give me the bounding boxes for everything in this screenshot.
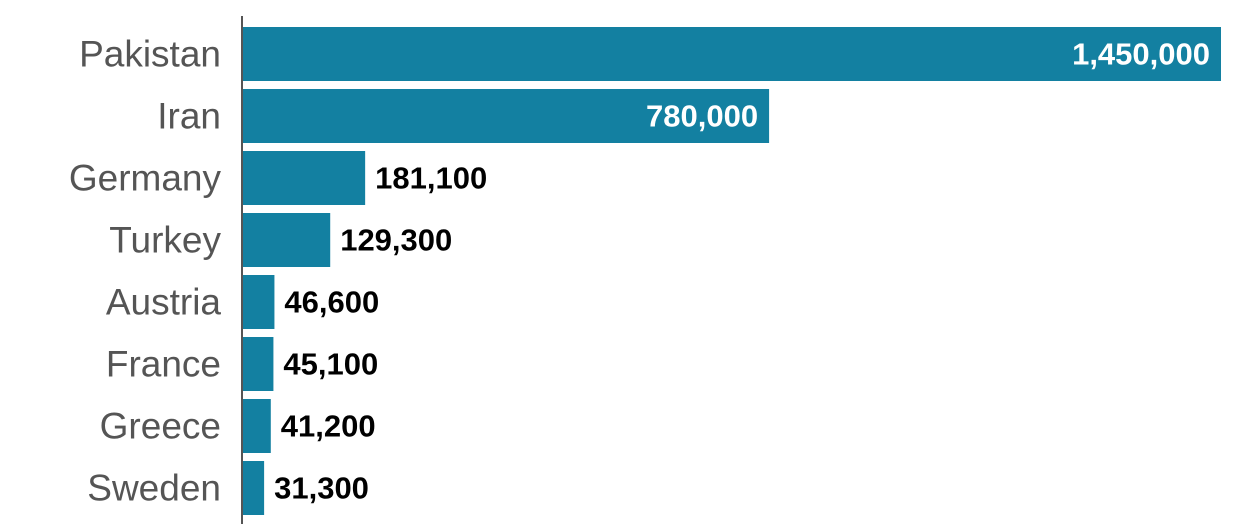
category-label-iran: Iran <box>157 96 221 137</box>
bar-france <box>243 337 274 391</box>
bars-group <box>243 27 1221 515</box>
category-label-turkey: Turkey <box>109 220 221 261</box>
category-label-austria: Austria <box>106 282 222 323</box>
category-label-germany: Germany <box>69 158 222 199</box>
bar-iran <box>243 89 770 143</box>
bar-austria <box>243 275 275 329</box>
bar-pakistan <box>243 27 1221 81</box>
category-label-france: France <box>106 344 221 385</box>
value-label-austria: 46,600 <box>284 285 379 320</box>
category-label-sweden: Sweden <box>87 468 221 509</box>
value-label-turkey: 129,300 <box>340 223 452 258</box>
category-label-greece: Greece <box>100 406 221 447</box>
value-label-sweden: 31,300 <box>274 471 369 506</box>
value-label-pakistan: 1,450,000 <box>1072 37 1210 72</box>
category-labels-group: Pakistan Iran Germany Turkey Austria France Gr… <box>69 34 222 509</box>
bar-turkey <box>243 213 331 267</box>
category-label-pakistan: Pakistan <box>79 34 221 75</box>
bar-sweden <box>243 461 265 515</box>
value-label-germany: 181,100 <box>375 161 487 196</box>
value-label-greece: 41,200 <box>281 409 376 444</box>
value-labels-group: 1,450,000 780,000 181,100 129,300 46,600 45,1… <box>274 37 1210 506</box>
bar-germany <box>243 151 366 205</box>
value-label-iran: 780,000 <box>646 99 758 134</box>
bar-greece <box>243 399 271 453</box>
value-label-france: 45,100 <box>283 347 378 382</box>
